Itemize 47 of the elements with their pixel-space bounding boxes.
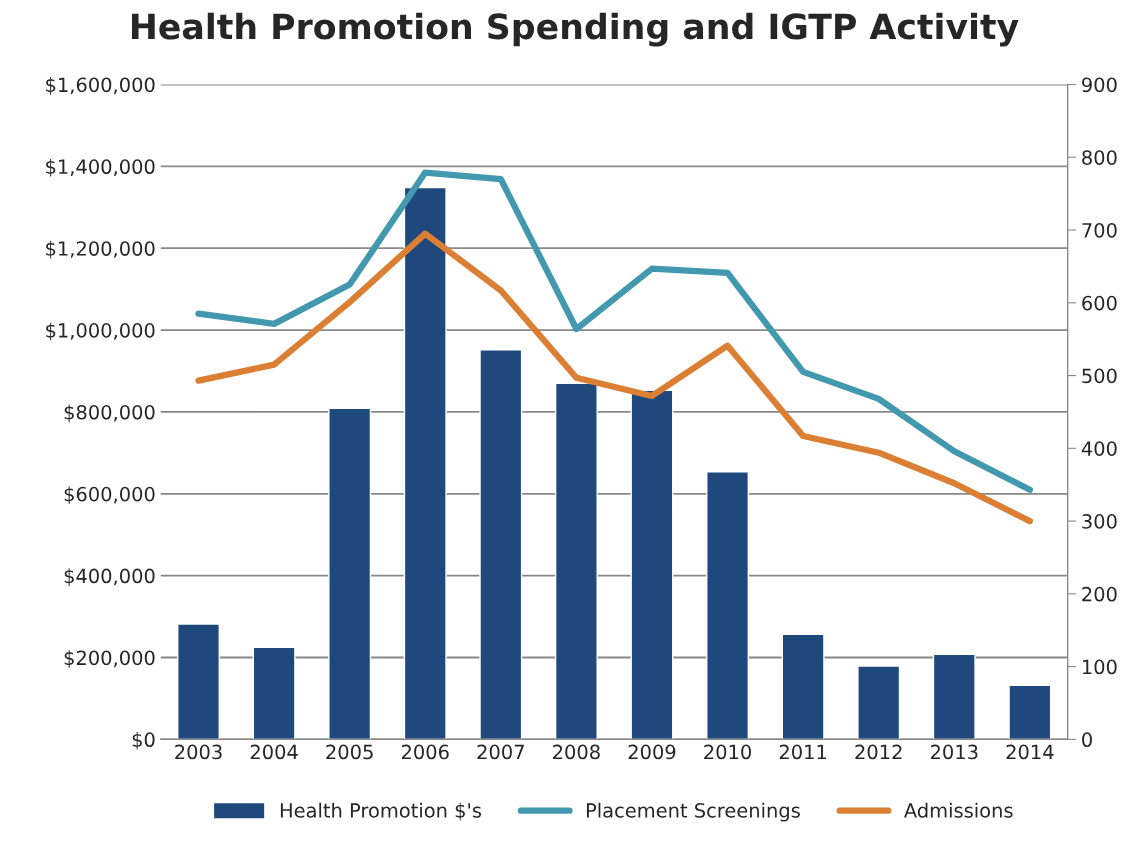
y-tick-label: $1,600,000 [46,77,155,95]
bar [781,633,825,740]
x-tick-label: 2012 [855,744,902,760]
x-tick-label: 2006 [401,744,449,760]
bar [479,349,523,740]
y2-tick-label: 100 [1082,659,1117,675]
x-tick-label: 2004 [250,744,298,760]
y2-tick-label: 500 [1082,368,1117,384]
bar [932,653,976,740]
bar [706,470,750,740]
x-tick-label: 2013 [930,744,978,760]
y2-tick-label: 800 [1082,150,1117,165]
y2-tick-label: 300 [1082,514,1117,529]
y2-tick-label: 700 [1082,222,1117,238]
y2-tick-label: 200 [1082,586,1117,602]
bar [252,646,296,740]
bar [1008,684,1052,740]
x-tick-label: 2008 [553,744,600,760]
bar [328,407,372,740]
chart-title: Health Promotion Spending and IGTP Activity [132,12,1019,47]
bar [554,382,598,740]
legend-label: Placement Screenings [586,802,800,822]
y-tick-label: $1,400,000 [46,158,155,177]
y2-tick-label: 600 [1082,295,1117,311]
bar [630,389,674,740]
y-tick-label: $400,000 [64,568,155,586]
y-tick-label: $800,000 [64,404,155,423]
x-tick-label: 2003 [175,744,222,760]
x-tick-label: 2007 [477,744,524,760]
bar [403,186,447,740]
bar [177,623,220,740]
y-tick-label: $600,000 [64,486,155,505]
y-tick-label: $1,000,000 [46,322,155,341]
legend-label: Health Promotion $'s [280,802,482,821]
x-tick-label: 2005 [326,744,373,760]
bar [857,665,901,740]
x-tick-label: 2010 [704,744,751,760]
y-tick-label: $200,000 [64,650,155,668]
y-tick-label: $0 [132,731,155,750]
legend-label: Admissions [904,802,1013,818]
y2-tick-label: 0 [1082,732,1092,748]
y2-tick-label: 900 [1082,77,1117,93]
x-tick-label: 2011 [779,744,827,760]
y2-tick-label: 400 [1081,441,1117,456]
y-tick-label: $1,200,000 [46,240,155,259]
x-tick-label: 2014 [1006,744,1054,760]
x-tick-label: 2009 [628,744,676,760]
